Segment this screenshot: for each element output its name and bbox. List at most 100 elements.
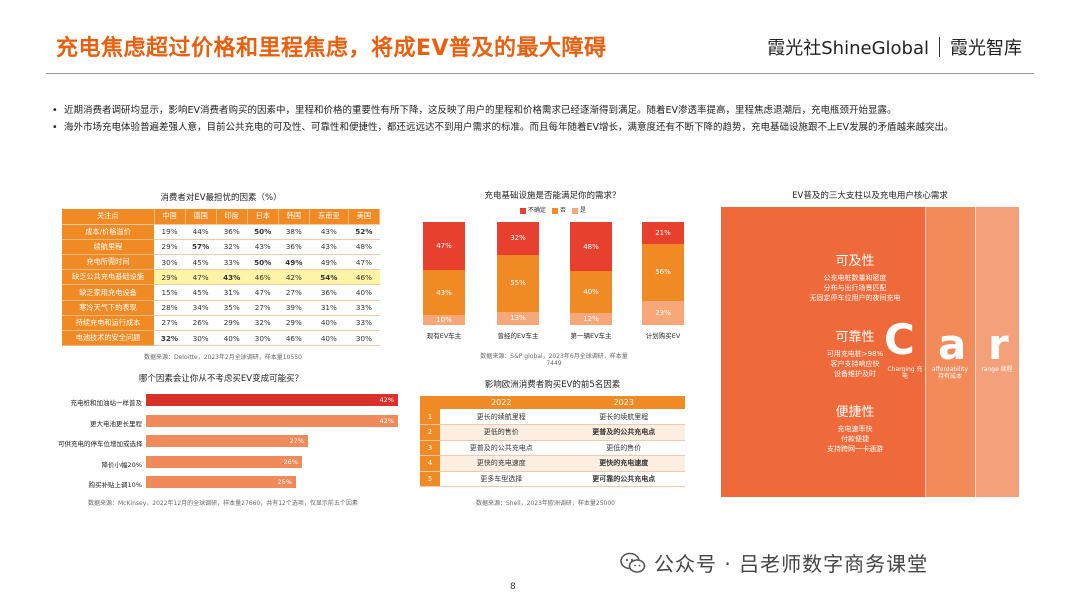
table-cell: 32% xyxy=(216,239,248,256)
pillar-heading: 可靠性 xyxy=(835,330,875,345)
bullet-item: 近期消费者调研均显示，影响EV消费者购买的因素中，里程和价格的重要性有所下降，这… xyxy=(52,104,1032,118)
table-row: 4 更快的充电速度 更快的充电速度 xyxy=(420,455,685,472)
legend-swatch xyxy=(572,207,579,214)
table-row: 缺乏家用充电设备 15% 45% 31% 47% 27% 36% 40% xyxy=(62,284,380,301)
stack-source: 数据来源：S&P global，2023年6月全球调研，样本量7449 xyxy=(480,353,628,367)
hbar-row: 更大电池更长里程 42% xyxy=(58,414,398,429)
watermark: 公众号 · 吕老师数字商务课堂 xyxy=(620,548,928,577)
letter-r: r xyxy=(988,320,1009,369)
hbar-label: 充电桩和加油站一样普及 xyxy=(70,399,143,407)
hbar-label: 可供充电的停车位增加或选择 xyxy=(58,440,143,448)
hbar-value: 27% xyxy=(289,437,304,445)
legend-item: 不确定 xyxy=(520,205,546,214)
table-cell: 30% xyxy=(247,330,279,347)
table-cell: 30% xyxy=(154,254,186,271)
pillar-detail: 客户支持响应快 xyxy=(830,360,880,368)
table-cell: 更普及的公共充电点 xyxy=(440,440,563,456)
table-cell: 1 xyxy=(420,409,440,425)
table-row: 续航里程 29% 57% 32% 43% 36% 43% 48% xyxy=(62,239,380,256)
stack-segment: 32% xyxy=(497,222,539,255)
table-cell: 43% xyxy=(247,239,279,256)
table-cell: 29% xyxy=(216,315,248,332)
table-cell: 更快的充电速度 xyxy=(562,455,685,472)
table-header-cell: 印度 xyxy=(216,209,248,225)
table-header-cell: 德国 xyxy=(185,209,217,225)
table-cell: 更快的充电速度 xyxy=(440,455,563,472)
hbar-label: 降价小幅20% xyxy=(101,460,142,469)
car-title: EV普及的三大支柱以及充电用户核心需求 xyxy=(792,191,948,201)
table-cell: 45% xyxy=(185,254,217,271)
stack-segment: 23% xyxy=(642,301,684,325)
legend-item: 是 xyxy=(572,205,586,214)
table-row: 3 更普及的公共充电点 更低的售价 xyxy=(420,440,685,456)
hbar-value: 42% xyxy=(379,416,394,425)
table-cell: 更长的续航里程 xyxy=(562,409,685,425)
table-cell: 29% xyxy=(154,239,186,256)
hbar-source: 数据来源：McKinsey，2022年12月的全球调研，样本量27660，共有1… xyxy=(88,500,358,507)
table-cell: 29% xyxy=(278,315,310,332)
table-header-cell: 关注点 xyxy=(62,209,155,225)
table1-source: 数据来源：Deloitte，2023年2月全球调研，样本量10550 xyxy=(144,354,302,361)
pillar-accessibility: 可及性 公充电桩数量和密度 分布与出行场景匹配 无固定停车位用户的夜间充电 xyxy=(780,250,930,303)
hbar-label: 更大电池更长里程 xyxy=(90,419,142,428)
table-row: 缺乏公共充电基础设施 29% 47% 43% 46% 42% 54% 46% xyxy=(62,269,380,286)
table-cell: 40% xyxy=(309,315,349,332)
table-cell: 42% xyxy=(278,269,310,286)
table-row: 成本/价格溢价 19% 44% 36% 50% 38% 43% 52% xyxy=(62,224,380,240)
hbar-value: 42% xyxy=(379,396,394,404)
table-cell: 43% xyxy=(309,224,349,240)
legend-label: 是 xyxy=(580,207,587,214)
table-header-cell: 2023 xyxy=(562,396,685,409)
row-label: 成本/价格溢价 xyxy=(62,224,154,240)
stack-segment: 47% xyxy=(423,222,465,271)
table-row: 充电所需时间 30% 45% 33% 50% 49% 49% 47% xyxy=(62,254,380,271)
table-cell: 27% xyxy=(278,284,310,301)
stack-segment: 12% xyxy=(570,312,612,325)
table-header-cell: 美国 xyxy=(348,209,381,225)
stack-segment: 40% xyxy=(570,271,612,313)
table-cell: 33% xyxy=(216,254,248,271)
pillar-heading: 便捷性 xyxy=(835,405,875,420)
x-tick-label: 计划购买EV xyxy=(645,332,681,340)
pillar-detail: 公充电桩数量和密度 xyxy=(823,274,887,282)
table-cell: 30% xyxy=(185,330,217,347)
table-cell: 50% xyxy=(247,224,279,240)
hbar-value: 25% xyxy=(277,478,292,486)
table-cell: 35% xyxy=(216,300,248,316)
table-cell: 29% xyxy=(154,269,186,286)
row-label: 续航里程 xyxy=(62,239,154,256)
stack-segment: 43% xyxy=(423,270,465,315)
legend-swatch xyxy=(520,207,526,214)
hbar-bar: 27% xyxy=(146,435,308,447)
table-header-cell: 东南亚 xyxy=(309,209,349,225)
table-cell: 27% xyxy=(154,315,186,332)
table2-source: 数据来源：Shell，2023年欧洲调研，样本量25000 xyxy=(476,500,615,507)
legend-label: 不确定 xyxy=(528,207,547,214)
pillar-detail: 无固定停车位用户的夜间充电 xyxy=(809,294,901,302)
hbar-value: 26% xyxy=(283,457,298,466)
table-cell: 47% xyxy=(348,254,380,271)
pillar-detail: 充电速率快 xyxy=(837,425,873,433)
title-divider xyxy=(46,73,1034,74)
table-cell: 36% xyxy=(216,224,248,240)
table-header-cell: 中国 xyxy=(154,209,186,225)
table-header-row: 2022 2023 xyxy=(420,396,685,409)
legend-item: 否 xyxy=(552,205,566,214)
car-divider xyxy=(975,207,976,497)
table-cell: 33% xyxy=(348,300,380,316)
stack-segment: 55% xyxy=(497,254,539,312)
summary-bullets: 近期消费者调研均显示，影响EV消费者购买的因素中，里程和价格的重要性有所下降，这… xyxy=(52,104,1032,138)
table-cell: 更可靠的公共充电点 xyxy=(562,471,685,487)
table-header-row: 关注点 中国 德国 印度 日本 韩国 东南亚 美国 xyxy=(62,209,381,225)
table-row: 1 更长的续航里程 更长的续航里程 xyxy=(420,409,685,425)
watermark-text: 公众号 · 吕老师数字商务课堂 xyxy=(654,552,929,576)
row-label: 电池技术的安全问题 xyxy=(62,330,154,347)
table-cell: 40% xyxy=(216,330,248,347)
letter-r-caption: range 续程 xyxy=(981,366,1013,373)
letter-a-caption: affordability 持有成本 xyxy=(931,366,969,380)
stack-legend: 不确定 否 是 xyxy=(520,205,586,214)
table-cell: 43% xyxy=(216,269,248,286)
table-row: 5 更多车型选择 更可靠的公共充电点 xyxy=(420,471,685,487)
table-cell: 5 xyxy=(420,471,440,487)
row-label: 充电所需时间 xyxy=(62,254,154,271)
